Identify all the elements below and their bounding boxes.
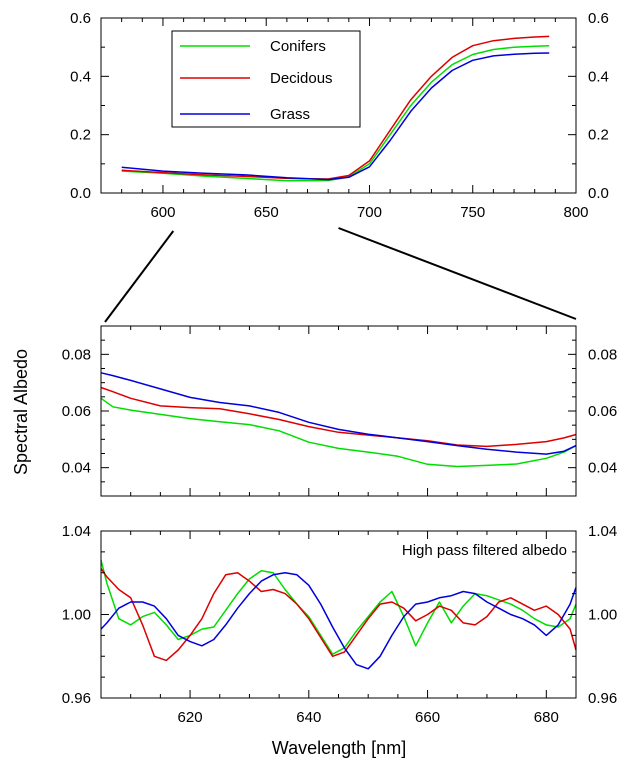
middle-series-grass-line — [100, 372, 577, 455]
middle-y-tick-label-right: 0.04 — [588, 460, 617, 477]
bottom-series-conifers-line — [100, 560, 577, 655]
bottom-x-tick-label: 640 — [296, 709, 321, 726]
top-series-conifers-line — [121, 44, 550, 182]
top-y-tick-label-left: 0.6 — [70, 10, 91, 27]
top-y-tick-label-left: 0.2 — [70, 127, 91, 144]
legend-label-conifers: Conifers — [270, 38, 326, 55]
middle-y-tick-label-left: 0.06 — [62, 403, 91, 420]
top-y-tick-label-left: 0.0 — [70, 185, 91, 202]
top-x-tick-label: 650 — [254, 204, 279, 221]
top-y-tick-label-right: 0.6 — [588, 10, 609, 27]
middle-series-decidous-line — [100, 386, 577, 448]
legend-label-decidous: Decidous — [270, 70, 333, 87]
bottom-y-tick-label-left: 1.00 — [62, 607, 91, 624]
legend-box — [171, 30, 361, 128]
top-series-decidous-line — [121, 35, 550, 180]
zoom-line-right — [338, 227, 577, 320]
zoom-line-left — [104, 230, 175, 323]
bottom-y-tick-label-left: 0.96 — [62, 690, 91, 707]
top-x-tick-label: 750 — [460, 204, 485, 221]
middle-plot-frame — [100, 325, 577, 497]
top-x-tick-label: 600 — [150, 204, 175, 221]
x-axis-label: Wavelength [nm] — [272, 738, 406, 758]
legend-label-grass: Grass — [270, 106, 310, 123]
top-y-tick-label-right: 0.0 — [588, 185, 609, 202]
bottom-panel: 620 640 660 680 0.96 0.96 1.00 1.00 1.04 1.04 — [62, 523, 617, 726]
top-y-tick-label-right: 0.2 — [588, 127, 609, 144]
bottom-x-tick-label: 620 — [178, 709, 203, 726]
top-series-grass-line — [121, 52, 550, 181]
zoom-connector-lines — [104, 227, 577, 323]
bottom-x-tick-label: 680 — [534, 709, 559, 726]
bottom-y-tick-label-right: 1.04 — [588, 523, 617, 540]
y-axis-label: Spectral Albedo — [11, 349, 31, 475]
legend: Conifers Decidous Grass — [171, 30, 361, 128]
top-x-tick-label: 700 — [357, 204, 382, 221]
middle-panel: 0.04 0.04 0.06 0.06 0.08 0.08 — [62, 325, 617, 497]
bottom-series-grass-line — [100, 572, 577, 670]
bottom-y-tick-label-right: 0.96 — [588, 690, 617, 707]
top-y-tick-label-right: 0.4 — [588, 68, 609, 85]
high-pass-annotation: High pass filtered albedo — [402, 542, 567, 559]
middle-y-tick-label-right: 0.08 — [588, 346, 617, 363]
bottom-y-tick-label-left: 1.04 — [62, 523, 91, 540]
middle-y-tick-label-left: 0.08 — [62, 346, 91, 363]
middle-series-conifers-line — [100, 397, 577, 468]
middle-y-tick-label-left: 0.04 — [62, 460, 91, 477]
bottom-x-tick-label: 660 — [415, 709, 440, 726]
bottom-y-tick-label-right: 1.00 — [588, 607, 617, 624]
middle-y-tick-label-right: 0.06 — [588, 403, 617, 420]
top-y-tick-label-left: 0.4 — [70, 68, 91, 85]
top-x-tick-label: 800 — [563, 204, 588, 221]
bottom-series-decidous-line — [100, 568, 577, 662]
